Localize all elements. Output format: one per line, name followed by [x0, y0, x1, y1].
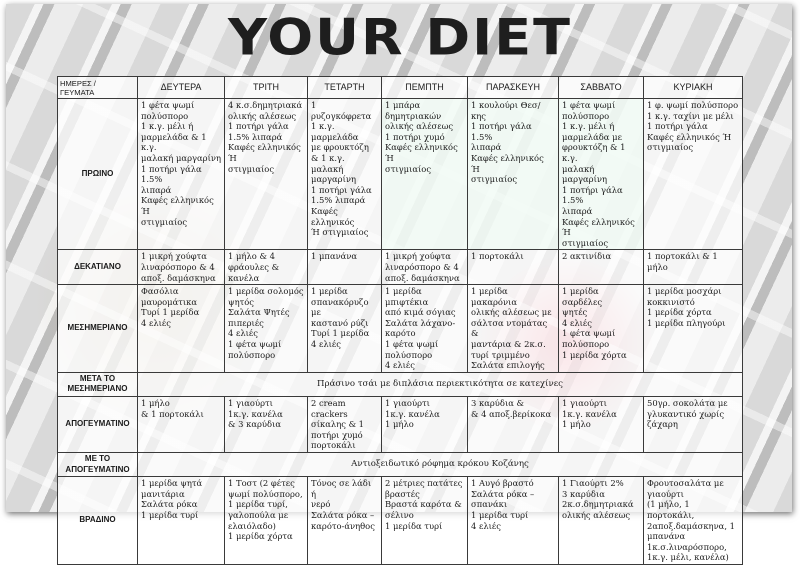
day-header: ΠΑΡΑΣΚΕΥΗ — [467, 76, 559, 99]
meal-cell: 1 φ. ψωμί πολύσπορο 1 κ.γ. ταχίνι με μέλ… — [643, 97, 743, 251]
header-row: ΗΜΕΡΕΣ / ΓΕΥΜΑΤΑ ΔΕΥΤΕΡΑ ΤΡΙΤΗ ΤΕΤΑΡΤΗ Π… — [57, 76, 743, 99]
meal-cell: 1 μερίδα σολομός ψητός Σαλάτα Ψητές πιπε… — [224, 284, 308, 373]
corner-header: ΗΜΕΡΕΣ / ΓΕΥΜΑΤΑ — [57, 76, 138, 99]
meal-cell: 2 μέτριες πατάτες βραστές Βραστά καρότα … — [381, 476, 468, 565]
meal-label: ΜΕΤΑ ΤΟ ΜΕΣΗΜΕΡΙΑΝΟ — [57, 371, 138, 398]
meal-cell: 1 Γιαούρτι 2% 3 καρύδια 2κ.σ.δημητριακά … — [558, 476, 644, 565]
table-row-afternoon: ΑΠΟΓΕΥΜΑΤΙΝΟ 1 μήλο & 1 πορτοκάλι 1 γιαο… — [57, 396, 743, 453]
meal-cell: 1 μικρή χούφτα λιναρόσπορο & 4 αποξ. δαμ… — [137, 249, 225, 286]
meal-cell: 1 Αυγό βραστό Σαλάτα ρόκα – σπανάκι 1 με… — [467, 476, 559, 565]
meal-cell: 1 γιαούρτι 1κ.γ. κανέλα 1 μήλο — [558, 396, 644, 453]
day-header: ΠΕΜΠΤΗ — [381, 76, 468, 99]
table-row-after-afternoon: ΜΕ ΤΟ ΑΠΟΓΕΥΜΑΤΙΝΟ Αντιοξειδωτικό ρόφημα… — [57, 451, 743, 478]
table-row-snack: ΔΕΚΑΤΙΑΝΟ 1 μικρή χούφτα λιναρόσπορο & 4… — [57, 249, 743, 286]
day-header: ΔΕΥΤΕΡΑ — [137, 76, 225, 99]
meal-cell: 50γρ. σοκολάτα με γλυκαντικό χωρίς ζάχαρ… — [643, 396, 743, 453]
merged-cell: Πράσινο τσάι με διπλάσια περιεκτικότητα … — [137, 371, 743, 398]
meal-cell: 1 φέτα ψωμί πολύσπορο 1 κ.γ. μέλι ή μαρμ… — [137, 97, 225, 251]
meal-label: ΠΡΩΙΝΟ — [57, 97, 138, 251]
meal-label: ΜΕ ΤΟ ΑΠΟΓΕΥΜΑΤΙΝΟ — [57, 451, 138, 478]
meal-cell: 1 μερίδα ψητά μανιτάρια Σαλάτα ρόκα 1 με… — [137, 476, 225, 565]
day-header: ΤΡΙΤΗ — [224, 76, 308, 99]
meal-cell: Φασόλια μαυρομάτικα Τυρί 1 μερίδα 4 ελιέ… — [137, 284, 225, 373]
day-header: ΣΑΒΒΑΤΟ — [558, 76, 644, 99]
day-header: ΚΥΡΙΑΚΗ — [643, 76, 743, 99]
meal-cell: 3 καρύδια & & 4 αποξ.βερίκοκα — [467, 396, 559, 453]
meal-cell: 1 γιαούρτι 1κ.γ. κανέλα 1 μήλο — [381, 396, 468, 453]
meal-cell: 1 μερίδα μακαρόνια ολικής αλέσεως με σάλ… — [467, 284, 559, 373]
meal-cell: Φρουτοσαλάτα με γιαούρτι (1 μήλο, 1 πορτ… — [643, 476, 743, 565]
meal-cell: 2 ακτινίδια — [558, 249, 644, 286]
table-row-dinner: ΒΡΑΔΙΝΟ 1 μερίδα ψητά μανιτάρια Σαλάτα ρ… — [57, 476, 743, 565]
meal-cell: 1 ρυζογκόφρετα 1 κ.γ. μαρμελάδα με φρουκ… — [307, 97, 382, 251]
page-title: YOUR DIET — [228, 8, 572, 67]
meal-cell: 1 φέτα ψωμί πολύσπορο 1 κ.γ. μέλι ή μαρμ… — [558, 97, 644, 251]
meal-cell: 1 πορτοκάλι & 1 μήλο — [643, 249, 743, 286]
meal-cell: 4 κ.σ.δημητριακά ολικής αλέσεως 1 ποτήρι… — [224, 97, 308, 251]
meal-cell: 1 μερίδα μοσχάρι κοκκινιστό 1 μερίδα χόρ… — [643, 284, 743, 373]
meal-cell: 1 μπάρα δημητριακών ολικής αλέσεως 1 ποτ… — [381, 97, 468, 251]
merged-cell: Αντιοξειδωτικό ρόφημα κρόκου Κοζάνης — [137, 451, 743, 478]
meal-cell: 1 γιαούρτι 1κ.γ. κανέλα & 3 καρύδια — [224, 396, 308, 453]
meal-cell: 1 μικρή χούφτα λιναρόσπορο & 4 αποξ. δαμ… — [381, 249, 468, 286]
meal-label: ΑΠΟΓΕΥΜΑΤΙΝΟ — [57, 396, 138, 453]
meal-cell: 1 μπανάνα — [307, 249, 382, 286]
meal-label: ΔΕΚΑΤΙΑΝΟ — [57, 249, 138, 286]
meal-cell: 1 μήλο & 4 φράουλες & κανέλα — [224, 249, 308, 286]
meal-cell: 2 cream crackers σίκαλης & 1 ποτήρι χυμό… — [307, 396, 382, 453]
meal-cell: Τόνος σε λάδι ή νερό Σαλάτα ρόκα – καρότ… — [307, 476, 382, 565]
table-row-lunch: ΜΕΣΗΜΕΡΙΑΝΟ Φασόλια μαυρομάτικα Τυρί 1 μ… — [57, 284, 743, 373]
diet-table: ΗΜΕΡΕΣ / ΓΕΥΜΑΤΑ ΔΕΥΤΕΡΑ ΤΡΙΤΗ ΤΕΤΑΡΤΗ Π… — [57, 76, 743, 565]
diet-table-container: ΗΜΕΡΕΣ / ΓΕΥΜΑΤΑ ΔΕΥΤΕΡΑ ΤΡΙΤΗ ΤΕΤΑΡΤΗ Π… — [57, 76, 743, 565]
table-row-breakfast: ΠΡΩΙΝΟ 1 φέτα ψωμί πολύσπορο 1 κ.γ. μέλι… — [57, 97, 743, 251]
meal-cell: 1 μερίδα μπιφτέκια από κιμά σόγιας Σαλάτ… — [381, 284, 468, 373]
meal-cell: 1 μερίδα σπανακόρυζο με καστανό ρύζι Τυρ… — [307, 284, 382, 373]
meal-cell: 1 Τοστ (2 φέτες ψωμί πολύσπορο, 1 μερίδα… — [224, 476, 308, 565]
meal-cell: 1 μήλο & 1 πορτοκάλι — [137, 396, 225, 453]
meal-cell: 1 πορτοκάλι — [467, 249, 559, 286]
meal-label: ΒΡΑΔΙΝΟ — [57, 476, 138, 565]
meal-cell: 1 μερίδα σαρδέλες ψητές 4 ελιές 1 φέτα ψ… — [558, 284, 644, 373]
meal-label: ΜΕΣΗΜΕΡΙΑΝΟ — [57, 284, 138, 373]
day-header: ΤΕΤΑΡΤΗ — [307, 76, 382, 99]
meal-cell: 1 κουλούρι Θεσ/κης 1 ποτήρι γάλα 1.5% λι… — [467, 97, 559, 251]
table-row-after-lunch: ΜΕΤΑ ΤΟ ΜΕΣΗΜΕΡΙΑΝΟ Πράσινο τσάι με διπλ… — [57, 371, 743, 398]
